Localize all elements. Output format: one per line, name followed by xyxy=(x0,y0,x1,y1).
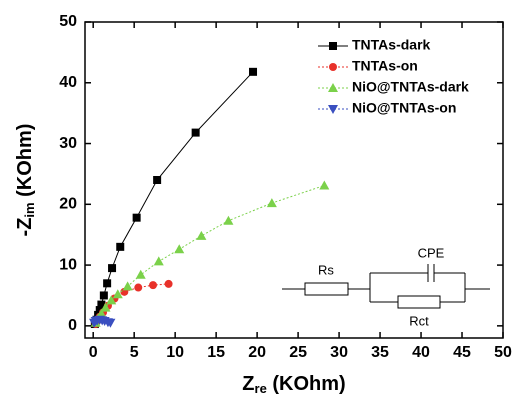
data-point xyxy=(153,256,164,266)
legend-label: NiO@TNTAs-dark xyxy=(352,79,469,95)
y-tick-label: 0 xyxy=(68,317,77,334)
plot-frame xyxy=(84,21,504,339)
y-label-main: -Z xyxy=(14,218,36,237)
x-label-sub: re xyxy=(255,381,267,396)
x-tick-label: 15 xyxy=(207,344,225,361)
x-tick-label: 50 xyxy=(494,344,512,361)
data-point xyxy=(97,300,106,309)
x-tick-label: 40 xyxy=(412,344,430,361)
data-point xyxy=(266,198,277,208)
data-point xyxy=(164,279,173,288)
data-point xyxy=(116,242,125,251)
data-point xyxy=(100,302,111,312)
x-tick-label: 25 xyxy=(289,344,307,361)
data-point xyxy=(149,281,158,290)
y-label-unit: (KOhm) xyxy=(14,124,36,203)
x-tick-label: 5 xyxy=(130,344,139,361)
y-label-sub: im xyxy=(22,202,37,217)
data-point xyxy=(108,264,117,273)
legend-marker xyxy=(329,42,337,50)
x-tick-label: 45 xyxy=(453,344,471,361)
data-point xyxy=(106,295,117,305)
x-label-unit: (KOhm) xyxy=(267,373,346,395)
data-point xyxy=(112,289,123,299)
x-tick-label: 0 xyxy=(89,344,98,361)
data-point xyxy=(174,244,185,254)
data-point xyxy=(132,213,141,222)
x-tick-label: 30 xyxy=(330,344,348,361)
circuit-label: Rs xyxy=(318,262,334,277)
legend-label: TNTAs-on xyxy=(352,58,418,74)
data-point xyxy=(95,306,104,315)
x-axis-label: Zre (KOhm) xyxy=(242,373,345,396)
data-point xyxy=(196,230,207,240)
legend-label: NiO@TNTAs-on xyxy=(352,100,456,116)
series-line xyxy=(95,184,325,324)
data-point xyxy=(191,128,200,137)
legend-marker xyxy=(329,63,337,71)
x-label-main: Z xyxy=(242,373,254,395)
y-tick-label: 40 xyxy=(59,74,77,91)
y-tick-label: 30 xyxy=(59,135,77,152)
data-point xyxy=(105,318,116,328)
data-point xyxy=(103,279,112,288)
circuit-label: CPE xyxy=(418,245,445,260)
legend-label: TNTAs-dark xyxy=(352,37,431,53)
y-axis-label: -Zim (KOhm) xyxy=(14,124,37,237)
y-tick-label: 50 xyxy=(59,13,77,30)
legend-marker xyxy=(328,105,338,114)
data-point xyxy=(99,291,108,300)
data-point xyxy=(122,281,133,291)
y-tick-label: 20 xyxy=(59,196,77,213)
x-tick-label: 10 xyxy=(166,344,184,361)
data-point xyxy=(319,180,330,190)
data-point xyxy=(96,308,107,318)
circuit-label: Rct xyxy=(409,313,429,328)
data-point xyxy=(134,283,143,292)
legend-marker xyxy=(328,83,338,92)
y-tick-label: 10 xyxy=(59,256,77,273)
x-tick-label: 20 xyxy=(248,344,266,361)
data-point xyxy=(249,67,258,76)
x-tick-label: 35 xyxy=(371,344,389,361)
data-point xyxy=(223,215,234,225)
data-point xyxy=(135,269,146,279)
series-line xyxy=(94,71,254,325)
circuit-diagram xyxy=(282,264,490,309)
data-point xyxy=(153,176,162,184)
